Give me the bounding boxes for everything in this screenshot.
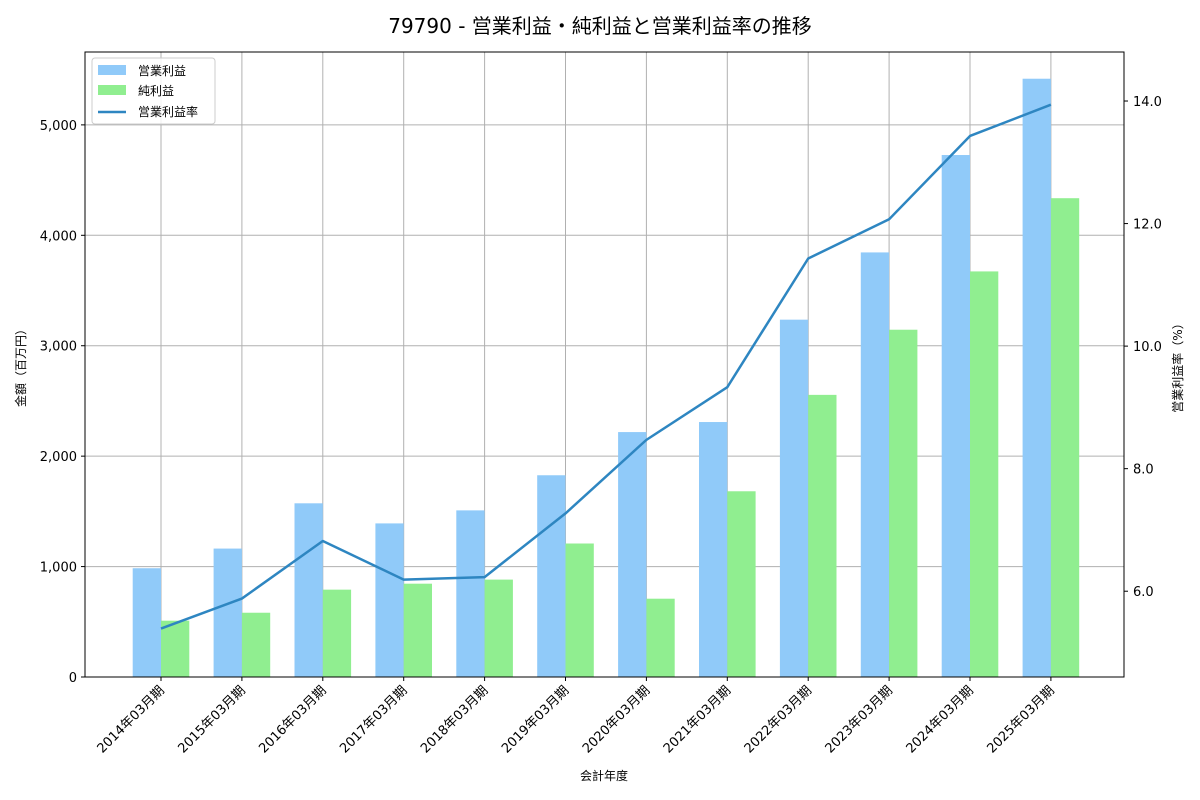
bars [132,78,1080,678]
y2-tick-label: 12.0 [1133,218,1162,233]
x-tick-label: 2016年03月期 [256,683,329,756]
y-tick-label: 1,000 [40,561,77,576]
bar-net-profit [484,579,513,677]
bar-net-profit [646,598,675,677]
right-y-axis-title: 営業利益率（%） [1170,317,1185,412]
legend-swatch-net-profit [98,85,126,95]
legend-label-operating-margin: 営業利益率 [138,104,198,119]
y2-tick-label: 8.0 [1133,463,1154,478]
x-tick-label: 2018年03月期 [418,683,491,756]
bar-operating-profit [1022,78,1051,678]
bar-operating-profit [375,523,404,677]
bar-net-profit [1050,198,1080,677]
bar-net-profit [322,589,352,677]
bar-operating-profit [860,252,890,677]
bar-operating-profit [779,319,809,677]
bar-net-profit [241,612,271,677]
left-y-axis-title: 金額（百万円） [13,323,28,407]
x-tick-label: 2015年03月期 [175,683,248,756]
x-tick-label: 2017年03月期 [337,683,410,756]
x-tick-label: 2021年03月期 [661,683,734,756]
operating-margin-line [160,103,1052,630]
bar-net-profit [889,329,918,677]
bar-operating-profit [294,503,323,677]
y-tick-label: 5,000 [40,119,77,134]
y2-tick-label: 10.0 [1133,340,1162,355]
bar-net-profit [565,543,594,677]
y2-tick-label: 6.0 [1133,585,1154,600]
x-axis-title: 会計年度 [580,768,628,783]
bar-operating-profit [941,155,970,677]
legend-label-operating-profit: 営業利益 [138,64,186,78]
x-tick-label: 2019年03月期 [499,683,572,756]
x-axis: 2014年03月期 2015年03月期 2016年03月期 2017年03月期 2018… [95,677,1058,757]
plot-frame [84,51,1125,678]
x-tick-label: 2020年03月期 [580,683,653,756]
left-y-axis: 0 1,000 2,000 3,000 4,000 5,000 [40,119,85,686]
legend-label-net-profit: 純利益 [138,84,174,98]
bar-net-profit [403,583,432,677]
bar-operating-profit [537,475,566,677]
x-tick-label: 2025年03月期 [984,683,1057,756]
chart-title: 79790 - 営業利益・純利益と営業利益率の推移 [388,14,812,38]
bar-operating-profit [699,422,728,677]
bar-net-profit [161,620,190,677]
margin-polyline [160,103,1052,630]
x-tick-label: 2024年03月期 [904,683,977,756]
bar-operating-profit [213,548,242,677]
bar-operating-profit [456,510,485,677]
y-tick-label: 3,000 [40,340,77,355]
y-tick-label: 2,000 [40,450,77,465]
x-tick-label: 2022年03月期 [742,683,815,756]
bar-net-profit [808,394,837,677]
bar-operating-profit [132,568,161,677]
bar-net-profit [727,491,756,677]
bar-operating-profit [618,432,647,677]
legend: 営業利益 純利益 営業利益率 [91,57,216,125]
y2-tick-label: 14.0 [1133,95,1162,110]
bar-net-profit [970,271,999,677]
x-tick-label: 2014年03月期 [95,683,168,756]
x-tick-label: 2023年03月期 [823,683,896,756]
legend-swatch-operating-profit [98,65,126,75]
right-y-axis: 6.0 8.0 10.0 12.0 14.0 [1124,95,1162,600]
y-tick-label: 0 [69,671,77,686]
y-tick-label: 4,000 [40,229,77,244]
